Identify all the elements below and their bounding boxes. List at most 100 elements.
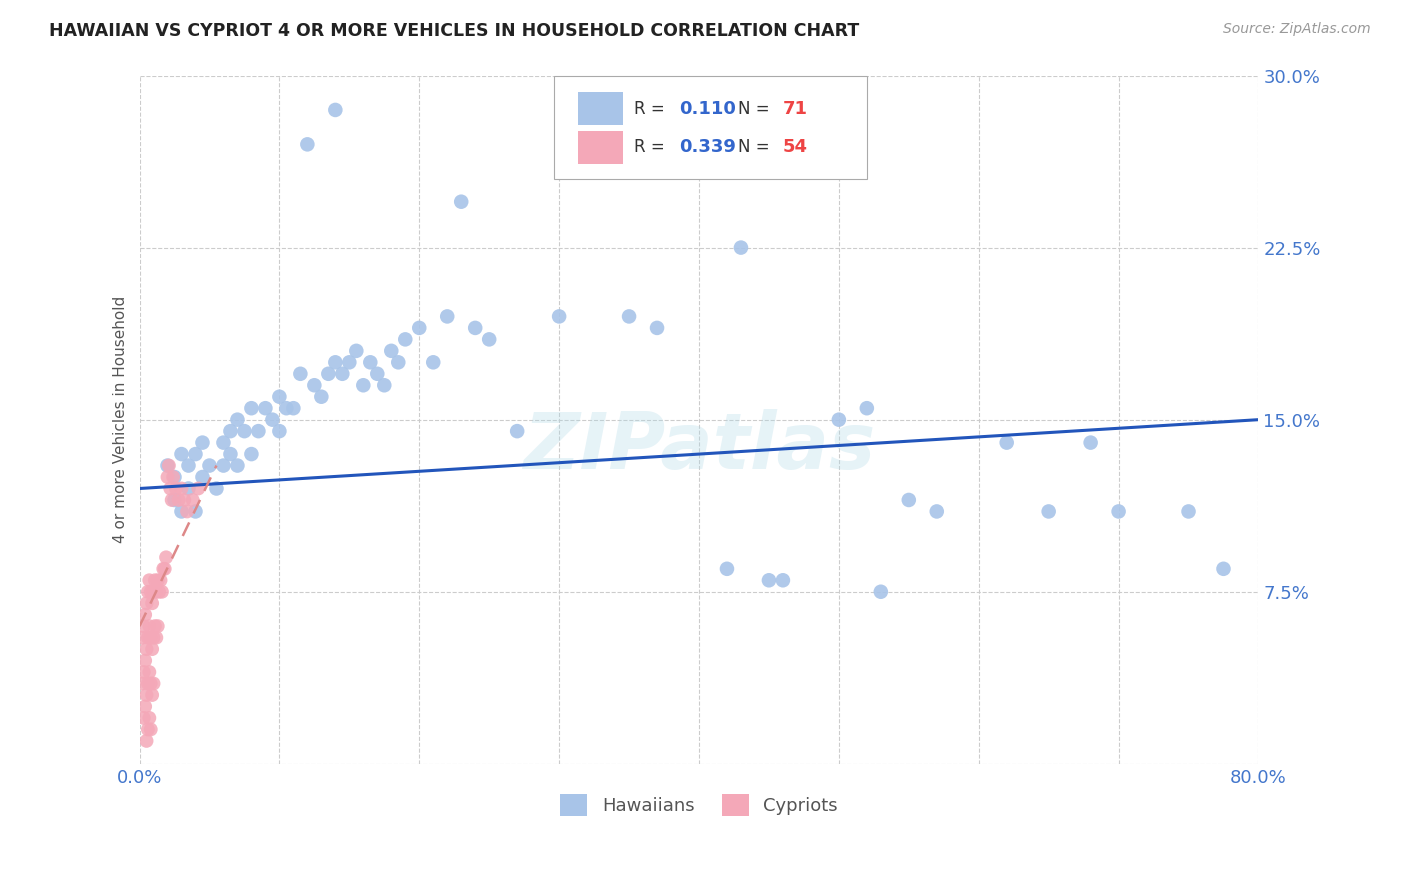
Point — [1177, 504, 1199, 518]
Point — [177, 458, 200, 473]
Point — [165, 482, 187, 496]
Point — [212, 435, 235, 450]
Point — [276, 401, 298, 416]
Point — [136, 676, 159, 690]
Point — [145, 584, 167, 599]
Point — [134, 607, 156, 622]
Legend: Hawaiians, Cypriots: Hawaiians, Cypriots — [553, 787, 845, 823]
Point — [304, 378, 326, 392]
Point — [132, 665, 155, 679]
Point — [219, 447, 242, 461]
Point — [167, 493, 190, 508]
Point — [352, 378, 374, 392]
Point — [163, 470, 186, 484]
Point — [132, 619, 155, 633]
Point — [330, 367, 353, 381]
Point — [387, 355, 409, 369]
Point — [344, 343, 367, 358]
Point — [925, 504, 948, 518]
Point — [181, 493, 204, 508]
Y-axis label: 4 or more Vehicles in Household: 4 or more Vehicles in Household — [114, 296, 128, 543]
Text: N =: N = — [738, 138, 775, 156]
Point — [139, 676, 162, 690]
Point — [187, 482, 209, 496]
Point — [219, 424, 242, 438]
Point — [205, 482, 228, 496]
Point — [145, 631, 167, 645]
Point — [269, 390, 291, 404]
Point — [283, 401, 305, 416]
Point — [897, 493, 920, 508]
Text: R =: R = — [634, 100, 671, 118]
Point — [240, 447, 263, 461]
Text: 0.110: 0.110 — [679, 100, 735, 118]
Point — [869, 584, 891, 599]
Text: Source: ZipAtlas.com: Source: ZipAtlas.com — [1223, 22, 1371, 37]
Point — [141, 688, 163, 702]
Point — [160, 493, 183, 508]
Point — [1212, 562, 1234, 576]
Point — [548, 310, 571, 324]
Text: R =: R = — [634, 138, 671, 156]
Point — [645, 321, 668, 335]
Point — [758, 574, 780, 588]
Point — [311, 390, 333, 404]
FancyBboxPatch shape — [578, 130, 623, 163]
Point — [170, 504, 193, 518]
Point — [170, 447, 193, 461]
Text: N =: N = — [738, 100, 775, 118]
Text: HAWAIIAN VS CYPRIOT 4 OR MORE VEHICLES IN HOUSEHOLD CORRELATION CHART: HAWAIIAN VS CYPRIOT 4 OR MORE VEHICLES I… — [49, 22, 859, 40]
Point — [226, 412, 249, 426]
Point — [184, 504, 207, 518]
Text: 71: 71 — [783, 100, 808, 118]
Point — [617, 310, 640, 324]
Point — [191, 435, 214, 450]
Point — [191, 470, 214, 484]
Point — [380, 343, 402, 358]
Point — [149, 574, 172, 588]
FancyBboxPatch shape — [578, 92, 623, 125]
Point — [325, 103, 347, 117]
Point — [134, 699, 156, 714]
Point — [1038, 504, 1060, 518]
Text: ZIPatlas: ZIPatlas — [523, 409, 875, 485]
Point — [716, 562, 738, 576]
Point — [212, 458, 235, 473]
Point — [138, 574, 160, 588]
Point — [157, 458, 180, 473]
Point — [730, 241, 752, 255]
Point — [135, 596, 157, 610]
Point — [146, 619, 169, 633]
Point — [139, 631, 162, 645]
Point — [138, 665, 160, 679]
Point — [136, 584, 159, 599]
Point — [135, 688, 157, 702]
Point — [366, 367, 388, 381]
Point — [142, 584, 165, 599]
Point — [464, 321, 486, 335]
Point — [173, 493, 195, 508]
Point — [138, 619, 160, 633]
Point — [136, 631, 159, 645]
Point — [148, 584, 170, 599]
Point — [176, 504, 198, 518]
Point — [146, 574, 169, 588]
Point — [138, 711, 160, 725]
Point — [142, 631, 165, 645]
Point — [772, 574, 794, 588]
Point — [139, 723, 162, 737]
Point — [142, 676, 165, 690]
Point — [156, 458, 179, 473]
Point — [325, 355, 347, 369]
Text: 0.339: 0.339 — [679, 138, 735, 156]
Point — [141, 596, 163, 610]
Point — [198, 458, 221, 473]
Point — [135, 642, 157, 657]
Point — [297, 137, 319, 152]
Point — [135, 734, 157, 748]
Point — [143, 619, 166, 633]
Point — [156, 470, 179, 484]
Point — [318, 367, 340, 381]
Point — [162, 470, 184, 484]
Point — [240, 401, 263, 416]
